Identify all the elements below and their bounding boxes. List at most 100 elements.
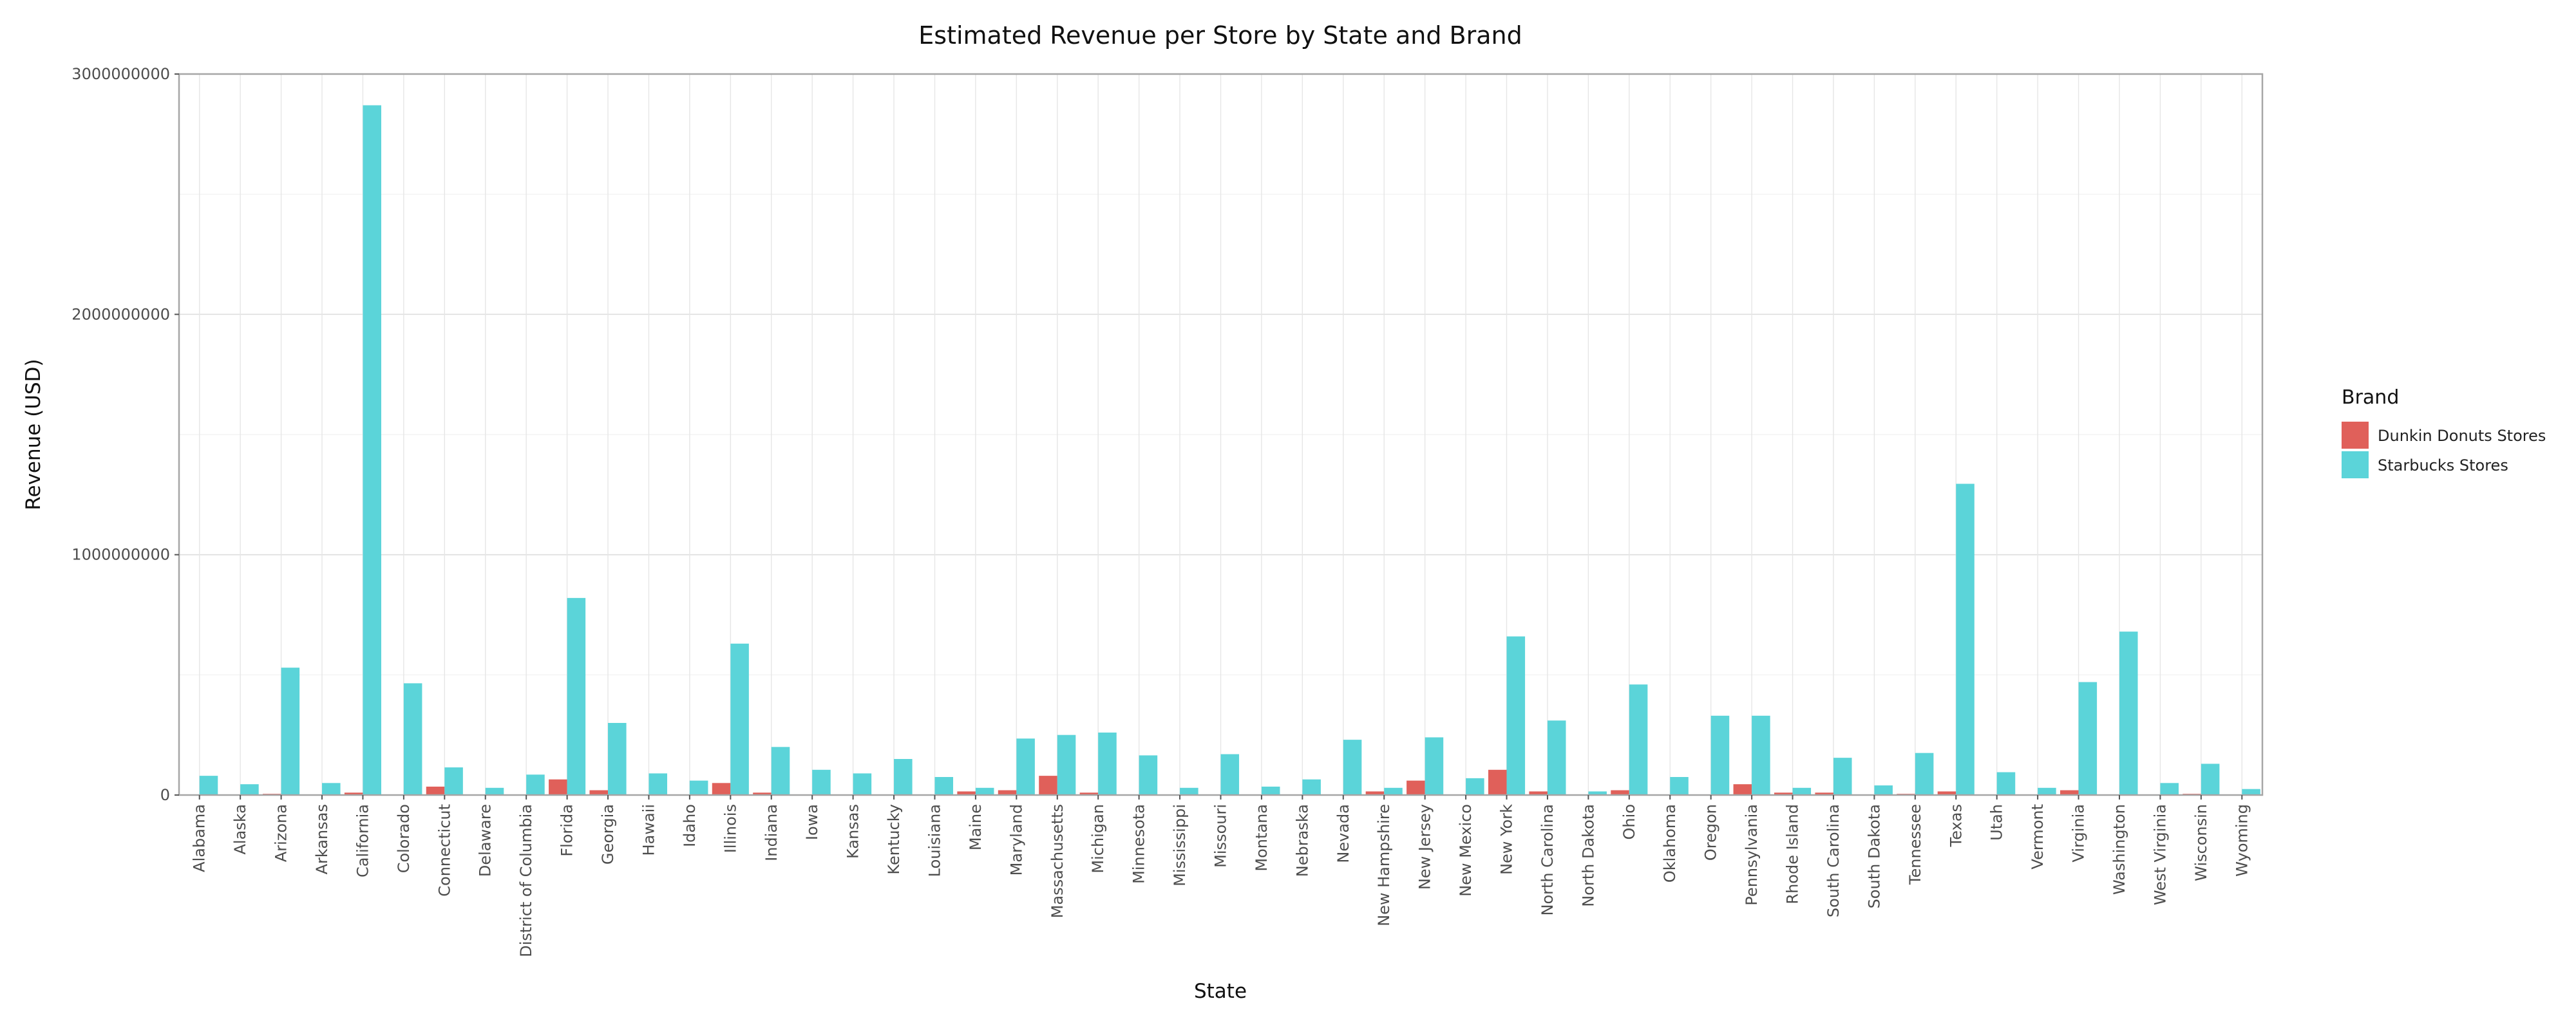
bar-dunkin xyxy=(1406,780,1425,795)
x-tick-label: Florida xyxy=(558,804,576,857)
bar-starbucks xyxy=(199,776,218,795)
x-tick-label: Texas xyxy=(1947,804,1965,847)
x-tick-label: Kentucky xyxy=(885,804,903,875)
bar-starbucks xyxy=(894,759,913,795)
x-tick-label: Mississippi xyxy=(1171,804,1189,886)
x-tick-label: New Hampshire xyxy=(1375,804,1393,926)
bar-starbucks xyxy=(812,769,831,795)
bar-starbucks xyxy=(1670,777,1689,795)
bar-dunkin xyxy=(957,791,976,795)
bar-starbucks xyxy=(1506,636,1526,795)
x-tick-label: Delaware xyxy=(477,804,495,877)
x-tick-label: Oregon xyxy=(1702,804,1720,861)
x-tick-label: Vermont xyxy=(2029,804,2047,869)
x-tick-label: Hawaii xyxy=(639,804,658,856)
bar-starbucks xyxy=(1343,740,1362,795)
bar-starbucks xyxy=(1792,787,1812,795)
x-tick-label: Washington xyxy=(2110,804,2128,895)
bar-starbucks xyxy=(2160,783,2179,795)
bar-dunkin xyxy=(712,783,731,795)
bar-starbucks xyxy=(1098,732,1117,795)
bar-dunkin xyxy=(1611,790,1629,795)
bar-starbucks xyxy=(1180,787,1198,795)
bar-starbucks xyxy=(363,105,381,796)
x-tick-label: New York xyxy=(1498,804,1516,875)
bar-dunkin xyxy=(1529,791,1548,795)
bar-dunkin xyxy=(344,792,363,795)
bar-starbucks xyxy=(1996,772,2016,795)
bar-starbucks xyxy=(1629,684,1648,795)
bar-starbucks xyxy=(1261,786,1280,795)
bar-starbucks xyxy=(934,777,954,795)
y-tick-label: 3000000000 xyxy=(71,65,170,83)
bar-starbucks xyxy=(649,773,668,795)
x-tick-label: West Virginia xyxy=(2151,804,2169,905)
bar-starbucks xyxy=(1016,738,1035,795)
x-tick-label: Colorado xyxy=(395,804,413,873)
bar-dunkin xyxy=(1733,784,1752,795)
bar-starbucks xyxy=(1139,755,1158,795)
x-tick-label: Arkansas xyxy=(313,804,331,874)
bar-starbucks xyxy=(403,683,422,795)
x-tick-label: Idaho xyxy=(681,804,699,847)
bar-starbucks xyxy=(1220,754,1240,795)
bar-starbucks xyxy=(567,597,586,795)
bar-starbucks xyxy=(1710,715,1730,795)
x-tick-label: Minnesota xyxy=(1130,804,1148,884)
bar-starbucks xyxy=(1425,737,1444,795)
bar-starbucks xyxy=(1057,735,1076,795)
x-tick-label: Virginia xyxy=(2070,804,2088,863)
bar-dunkin xyxy=(1815,792,1833,795)
x-tick-label: Maryland xyxy=(1007,804,1025,876)
bar-starbucks xyxy=(2038,787,2056,795)
x-tick-label: District of Columbia xyxy=(517,804,535,957)
bar-starbucks xyxy=(526,774,545,795)
x-tick-label: North Dakota xyxy=(1579,804,1597,907)
legend-items: Dunkin Donuts Stores Starbucks Stores xyxy=(2342,422,2546,478)
x-tick-label: Utah xyxy=(1988,804,2006,841)
bar-starbucks xyxy=(1752,715,1770,795)
bar-starbucks xyxy=(689,780,708,795)
bar-starbucks xyxy=(1956,483,1975,795)
x-tick-label: Nebraska xyxy=(1293,804,1311,877)
bar-dunkin xyxy=(753,792,772,795)
x-tick-label: Pennsylvania xyxy=(1743,804,1761,906)
x-tick-label: Massachusetts xyxy=(1048,804,1066,918)
bar-dunkin xyxy=(1937,791,1956,795)
x-tick-label: Wisconsin xyxy=(2192,804,2210,881)
x-tick-label: Iowa xyxy=(803,804,821,840)
x-tick-label: Alaska xyxy=(231,804,249,854)
plot-area xyxy=(178,73,2264,796)
x-axis-ticks: Alabama Alaska Arizona Arkansas California Co… xyxy=(191,795,2251,957)
legend-label: Dunkin Donuts Stores xyxy=(2378,427,2546,445)
legend-swatch xyxy=(2342,422,2369,449)
bar-dunkin xyxy=(1488,769,1507,795)
legend-title: Brand xyxy=(2342,386,2399,409)
x-tick-label: Rhode Island xyxy=(1784,804,1802,904)
y-tick-label: 1000000000 xyxy=(71,546,170,564)
legend: Brand Dunkin Donuts Stores Starbucks Stor… xyxy=(2342,386,2546,478)
x-tick-label: California xyxy=(354,804,372,877)
x-tick-label: Connecticut xyxy=(435,804,453,897)
y-tick-label: 0 xyxy=(160,786,170,804)
bar-starbucks xyxy=(2201,763,2220,795)
bar-dunkin xyxy=(1079,792,1099,795)
bar-starbucks xyxy=(2242,789,2260,795)
bar-starbucks xyxy=(485,787,504,795)
bar-starbucks xyxy=(853,773,872,795)
x-tick-label: Ohio xyxy=(1620,804,1638,839)
legend-label: Starbucks Stores xyxy=(2378,456,2508,474)
x-tick-label: North Carolina xyxy=(1539,804,1557,916)
y-axis-ticks: 0 1000000000 2000000000 3000000000 xyxy=(71,65,179,804)
bar-dunkin xyxy=(1365,791,1385,795)
x-tick-label: Indiana xyxy=(762,804,781,861)
x-axis-title: State xyxy=(1194,980,1247,1003)
x-tick-label: Montana xyxy=(1253,804,1271,872)
legend-swatch xyxy=(2342,451,2369,478)
x-tick-label: Missouri xyxy=(1212,804,1230,868)
gridlines xyxy=(179,73,2262,796)
bar-starbucks xyxy=(1833,758,1852,795)
x-tick-label: Kansas xyxy=(844,804,862,859)
bar-dunkin xyxy=(426,786,445,795)
